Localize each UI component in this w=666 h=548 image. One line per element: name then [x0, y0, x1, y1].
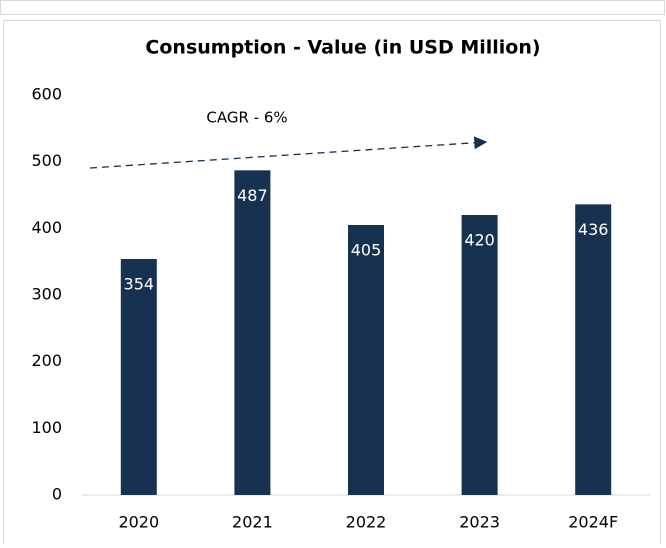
y-tick-label: 200	[31, 351, 62, 370]
x-tick-label: 2024F	[568, 513, 618, 532]
y-tick-label: 400	[31, 218, 62, 237]
x-tick-label: 2023	[459, 513, 500, 532]
data-label: 487	[237, 186, 268, 205]
y-tick-label: 500	[31, 151, 62, 170]
trend-arrow	[89, 136, 488, 169]
x-tick-label: 2021	[232, 513, 273, 532]
y-tick-label: 100	[31, 418, 62, 437]
data-label: 420	[464, 231, 495, 250]
data-label: 354	[124, 275, 155, 294]
bar	[575, 204, 612, 496]
y-tick-label: 600	[31, 85, 62, 104]
y-tick-label: 300	[31, 285, 62, 304]
chart-title: Consumption - Value (in USD Million)	[145, 37, 540, 59]
chart-frame	[3, 20, 661, 548]
bar	[461, 215, 498, 495]
bar	[348, 225, 384, 495]
bar	[120, 259, 157, 495]
data-label: 436	[578, 220, 609, 239]
bar	[234, 170, 271, 496]
top-frame	[0, 0, 665, 15]
x-tick-label: 2022	[346, 513, 387, 532]
x-tick-label: 2020	[118, 513, 159, 532]
data-label: 405	[351, 241, 382, 260]
annotation: CAGR - 6%	[206, 109, 287, 127]
y-tick-label: 0	[52, 485, 62, 504]
